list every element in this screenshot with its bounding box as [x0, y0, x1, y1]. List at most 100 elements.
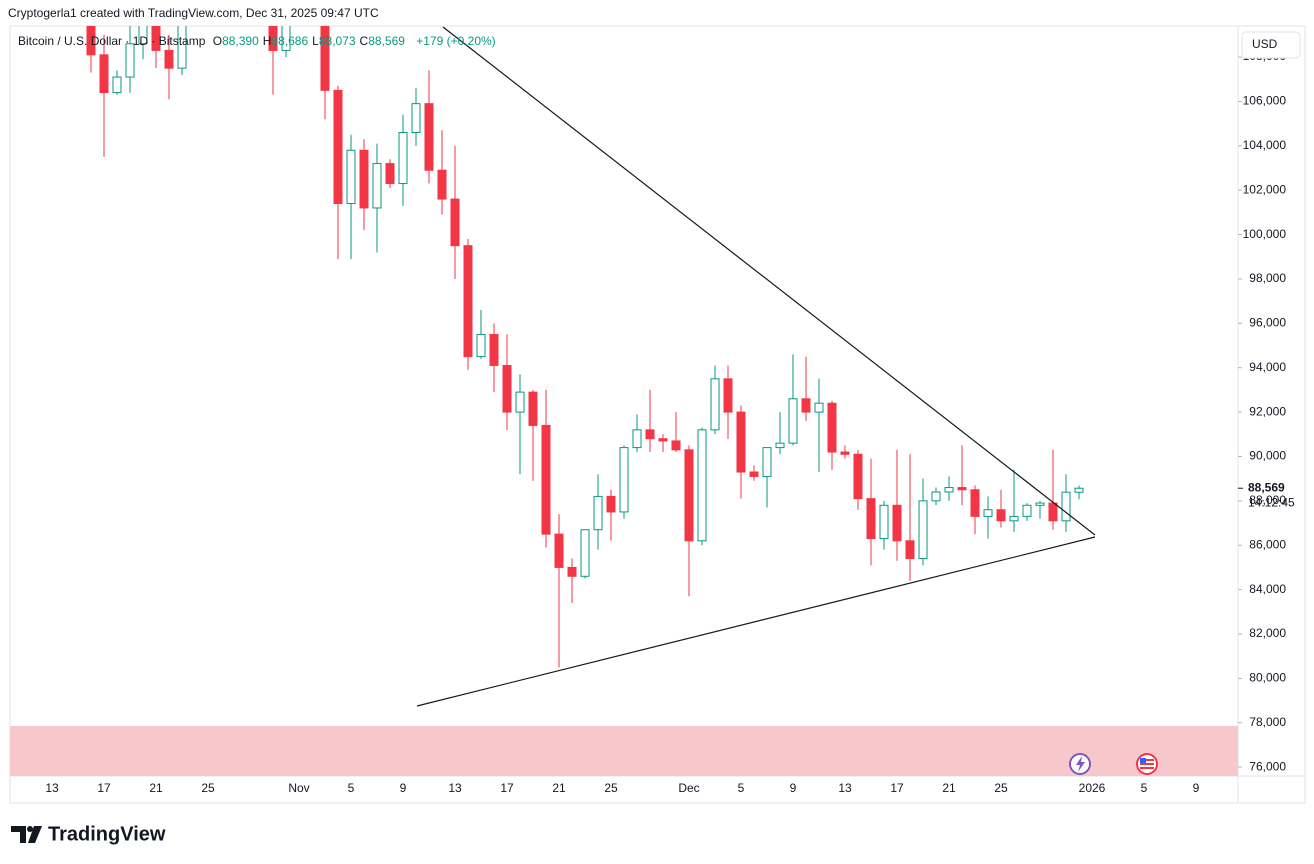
candle-body [788, 398, 798, 444]
x-tick-label: 17 [890, 781, 904, 795]
candle-body [775, 442, 785, 449]
candle-body [866, 498, 876, 540]
x-tick-label: 21 [942, 781, 956, 795]
candle-body [970, 489, 980, 517]
candle-body [99, 54, 109, 94]
lower-trendline [416, 536, 1096, 707]
y-tick-label: 82,000 [1249, 626, 1286, 640]
x-tick-label: Dec [678, 781, 699, 795]
x-tick-label: 25 [994, 781, 1008, 795]
candle-body [489, 333, 499, 366]
candle-body [502, 364, 512, 413]
candle-body [762, 447, 772, 477]
x-tick-label: 5 [348, 781, 355, 795]
time-axis: 13 17 21 25 Nov 5 9 13 17 21 25 Dec 5 9 13 17 21 25 2026 5 9 [45, 781, 1199, 795]
y-tick-label: 90,000 [1249, 449, 1286, 463]
candle-body [333, 89, 343, 205]
candle-body [1009, 515, 1019, 522]
upper-trendline [442, 26, 1096, 536]
candle-body [268, 26, 278, 51]
y-tick-label: 102,000 [1243, 182, 1287, 196]
candle-body [151, 26, 161, 51]
candle-body [281, 26, 291, 51]
candle-body [320, 26, 330, 91]
candle-body [710, 378, 720, 431]
price-axis: 76,000 78,000 80,000 82,000 84,000 86,000 88,0… [1238, 49, 1286, 773]
x-tick-label: 13 [448, 781, 462, 795]
candles [86, 26, 1084, 668]
x-tick-label: 5 [1141, 781, 1148, 795]
candle-body [398, 132, 408, 185]
y-tick-label: 104,000 [1243, 138, 1287, 152]
trendlines [416, 26, 1096, 707]
candle-body [658, 438, 668, 442]
x-tick-label: 9 [1193, 781, 1200, 795]
candle-body [671, 440, 681, 451]
candle-body [567, 566, 577, 577]
candle-body [931, 491, 941, 502]
symbol: Bitcoin / U.S. Dollar · 1D · Bitstamp [18, 34, 206, 48]
economic-event-icon[interactable] [1136, 753, 1158, 775]
candle-body [892, 504, 902, 542]
candle-body [164, 49, 174, 69]
candle-body [983, 509, 993, 517]
y-tick-label: 84,000 [1249, 582, 1286, 596]
candle-body [1061, 491, 1071, 522]
candle-body [814, 402, 824, 413]
ohlc-values: O88,390 H88,686 L88,073 C88,569 [213, 34, 409, 48]
candle-body [346, 149, 356, 205]
candle-body [554, 533, 564, 568]
candle-body [541, 424, 551, 535]
candle-body [1048, 502, 1058, 522]
ohlc-key: C [359, 34, 369, 48]
candle-body [372, 163, 382, 209]
x-tick-label: 25 [604, 781, 618, 795]
y-tick-label: 96,000 [1249, 316, 1286, 330]
candle-body [684, 449, 694, 542]
candle-body [515, 391, 525, 413]
ohlc-value: 88,390 [222, 34, 259, 48]
candle-body [138, 26, 148, 45]
countdown-label: 14:12:45 [1248, 495, 1295, 509]
credit: Cryptogerla1 created with TradingView.co… [8, 6, 379, 20]
x-tick-label: 9 [400, 781, 407, 795]
y-tick-label: 78,000 [1249, 715, 1286, 729]
candle-body [840, 451, 850, 455]
candle-body [632, 429, 642, 449]
y-tick-label: 92,000 [1249, 404, 1286, 418]
candle-body [905, 540, 915, 560]
candle-body [944, 487, 954, 493]
x-tick-label: 17 [500, 781, 514, 795]
candle-body [177, 26, 187, 69]
ohlc-key: H [262, 34, 272, 48]
candle-body [853, 453, 863, 500]
x-tick-label: 13 [45, 781, 59, 795]
candle-body [580, 529, 590, 577]
change: +179 (+0.20%) [416, 34, 496, 48]
candle-body [437, 169, 447, 200]
logo-text: TradingView [48, 823, 166, 845]
event-icon[interactable] [1069, 753, 1091, 775]
currency-label: USD [1252, 37, 1278, 51]
currency-button[interactable] [1241, 31, 1301, 59]
y-tick-label: 88,000 [1249, 493, 1286, 507]
y-tick-label: 100,000 [1243, 227, 1287, 241]
candle-body [125, 43, 135, 78]
candle-body [996, 509, 1006, 522]
candle-body [606, 495, 616, 513]
ohlc-value: 88,073 [318, 34, 356, 48]
candle-body [749, 471, 759, 477]
symbol-header: Bitcoin / U.S. Dollar · 1D · Bitstamp O8… [18, 34, 500, 48]
candle-body [411, 103, 421, 134]
y-tick-label: 86,000 [1249, 537, 1286, 551]
candle-body [476, 333, 486, 358]
candle-body [1074, 487, 1084, 493]
candle-body [918, 500, 928, 560]
ohlc-value: 88,686 [271, 34, 309, 48]
x-tick-label: 17 [97, 781, 111, 795]
candle-body [1022, 504, 1032, 517]
ohlc-key: L [312, 34, 319, 48]
candle-body [827, 402, 837, 453]
ohlc-value: 88,569 [368, 34, 405, 48]
